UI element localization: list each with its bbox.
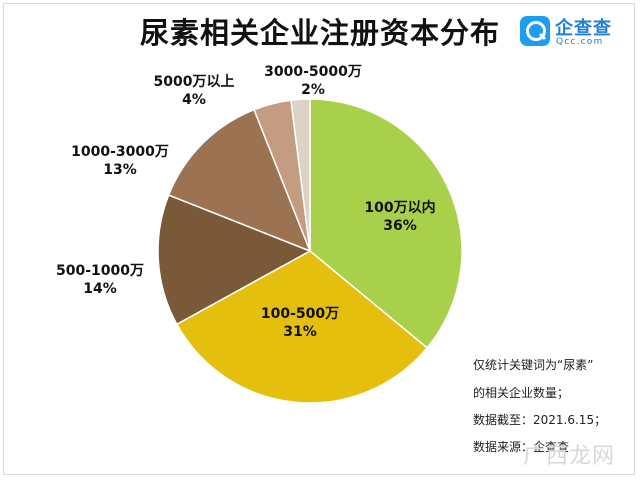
pie-slice — [167, 108, 312, 253]
slice-percent-label: 14% — [83, 281, 117, 297]
slice-label: 5000万以上 — [154, 74, 235, 90]
pie-slice — [309, 98, 463, 349]
chart-title: 尿素相关企业注册资本分布 — [139, 16, 500, 50]
slice-percent-label: 36% — [383, 218, 417, 234]
logo-name: 企查查 — [555, 18, 612, 39]
note-line-4: 数据来源：企查查 — [473, 440, 570, 454]
note-line-3: 数据截至：2021.6.15； — [473, 413, 607, 427]
pie-slice — [290, 98, 311, 252]
chart-frame — [3, 3, 635, 475]
slice-percent-label: 4% — [182, 92, 206, 108]
slice-label: 1000-3000万 — [71, 144, 169, 160]
note-line-2: 的相关企业数量； — [473, 386, 570, 400]
logo-url: Qcc.com — [556, 37, 604, 47]
qcc-logo: 企查查 Qcc.com — [520, 16, 620, 50]
slice-percent-label: 31% — [283, 324, 317, 340]
pie-slice — [157, 194, 312, 326]
slice-label: 500-1000万 — [56, 263, 144, 279]
note-line-1: 仅统计关键词为“尿素” — [473, 358, 594, 372]
slice-label: 100-500万 — [261, 306, 339, 322]
pie-slice — [175, 250, 429, 404]
qcc-logo-icon — [520, 16, 550, 46]
watermark: 广西龙网 — [523, 444, 616, 469]
slice-percent-label: 2% — [301, 82, 325, 98]
slice-percent-label: 13% — [103, 162, 137, 178]
slice-label: 100万以内 — [364, 199, 435, 216]
slice-label: 3000-5000万 — [264, 64, 362, 80]
